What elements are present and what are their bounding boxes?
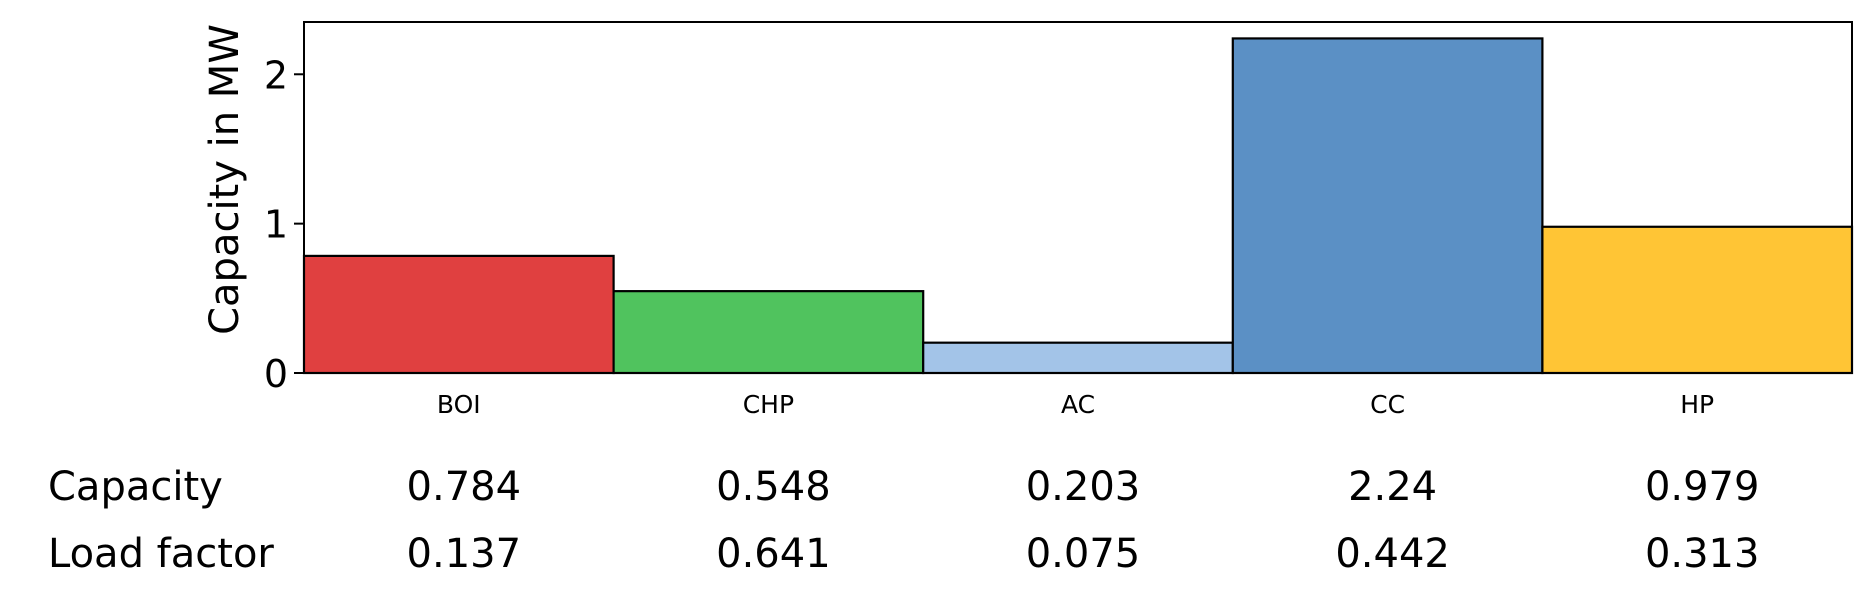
bars-layer — [302, 37, 1854, 375]
table-cell: 0.137 — [407, 531, 522, 577]
y-tick-label: 0 — [264, 352, 288, 396]
plot-frame — [303, 21, 1853, 374]
data-table: Capacity 0.784 0.548 0.203 2.24 0.979 Load fac… — [48, 464, 1759, 577]
table-cell: 0.075 — [1026, 531, 1141, 577]
x-tick-label-chp: CHP — [743, 390, 794, 419]
table-cell: 0.203 — [1026, 464, 1141, 510]
x-tick-label-boi: BOI — [437, 390, 481, 419]
table-cell: 2.24 — [1348, 464, 1437, 510]
table-cell: 0.442 — [1335, 531, 1450, 577]
table-row-label: Capacity — [48, 464, 223, 510]
bar-ac — [922, 341, 1234, 375]
y-tick-label: 1 — [264, 203, 288, 247]
table-cell: 0.548 — [716, 464, 831, 510]
x-axis: BOI CHP AC CC HP — [437, 390, 1714, 419]
y-axis: 0 1 2 — [264, 53, 304, 396]
bar-hp — [1541, 225, 1854, 375]
y-axis-label: Capacity in MW — [202, 24, 248, 335]
bar-boi — [302, 254, 615, 375]
table-cell: 0.641 — [716, 531, 831, 577]
x-tick-label-ac: AC — [1061, 390, 1095, 419]
x-tick-label-cc: CC — [1370, 390, 1405, 419]
table-row-label: Load factor — [48, 531, 274, 577]
x-tick-label-hp: HP — [1680, 390, 1714, 419]
table-cell: 0.979 — [1645, 464, 1760, 510]
bar-chp — [612, 290, 925, 375]
table-cell: 0.313 — [1645, 531, 1760, 577]
table-cell: 0.784 — [407, 464, 522, 510]
y-tick-label: 2 — [264, 53, 288, 97]
bar-cc — [1231, 37, 1544, 375]
